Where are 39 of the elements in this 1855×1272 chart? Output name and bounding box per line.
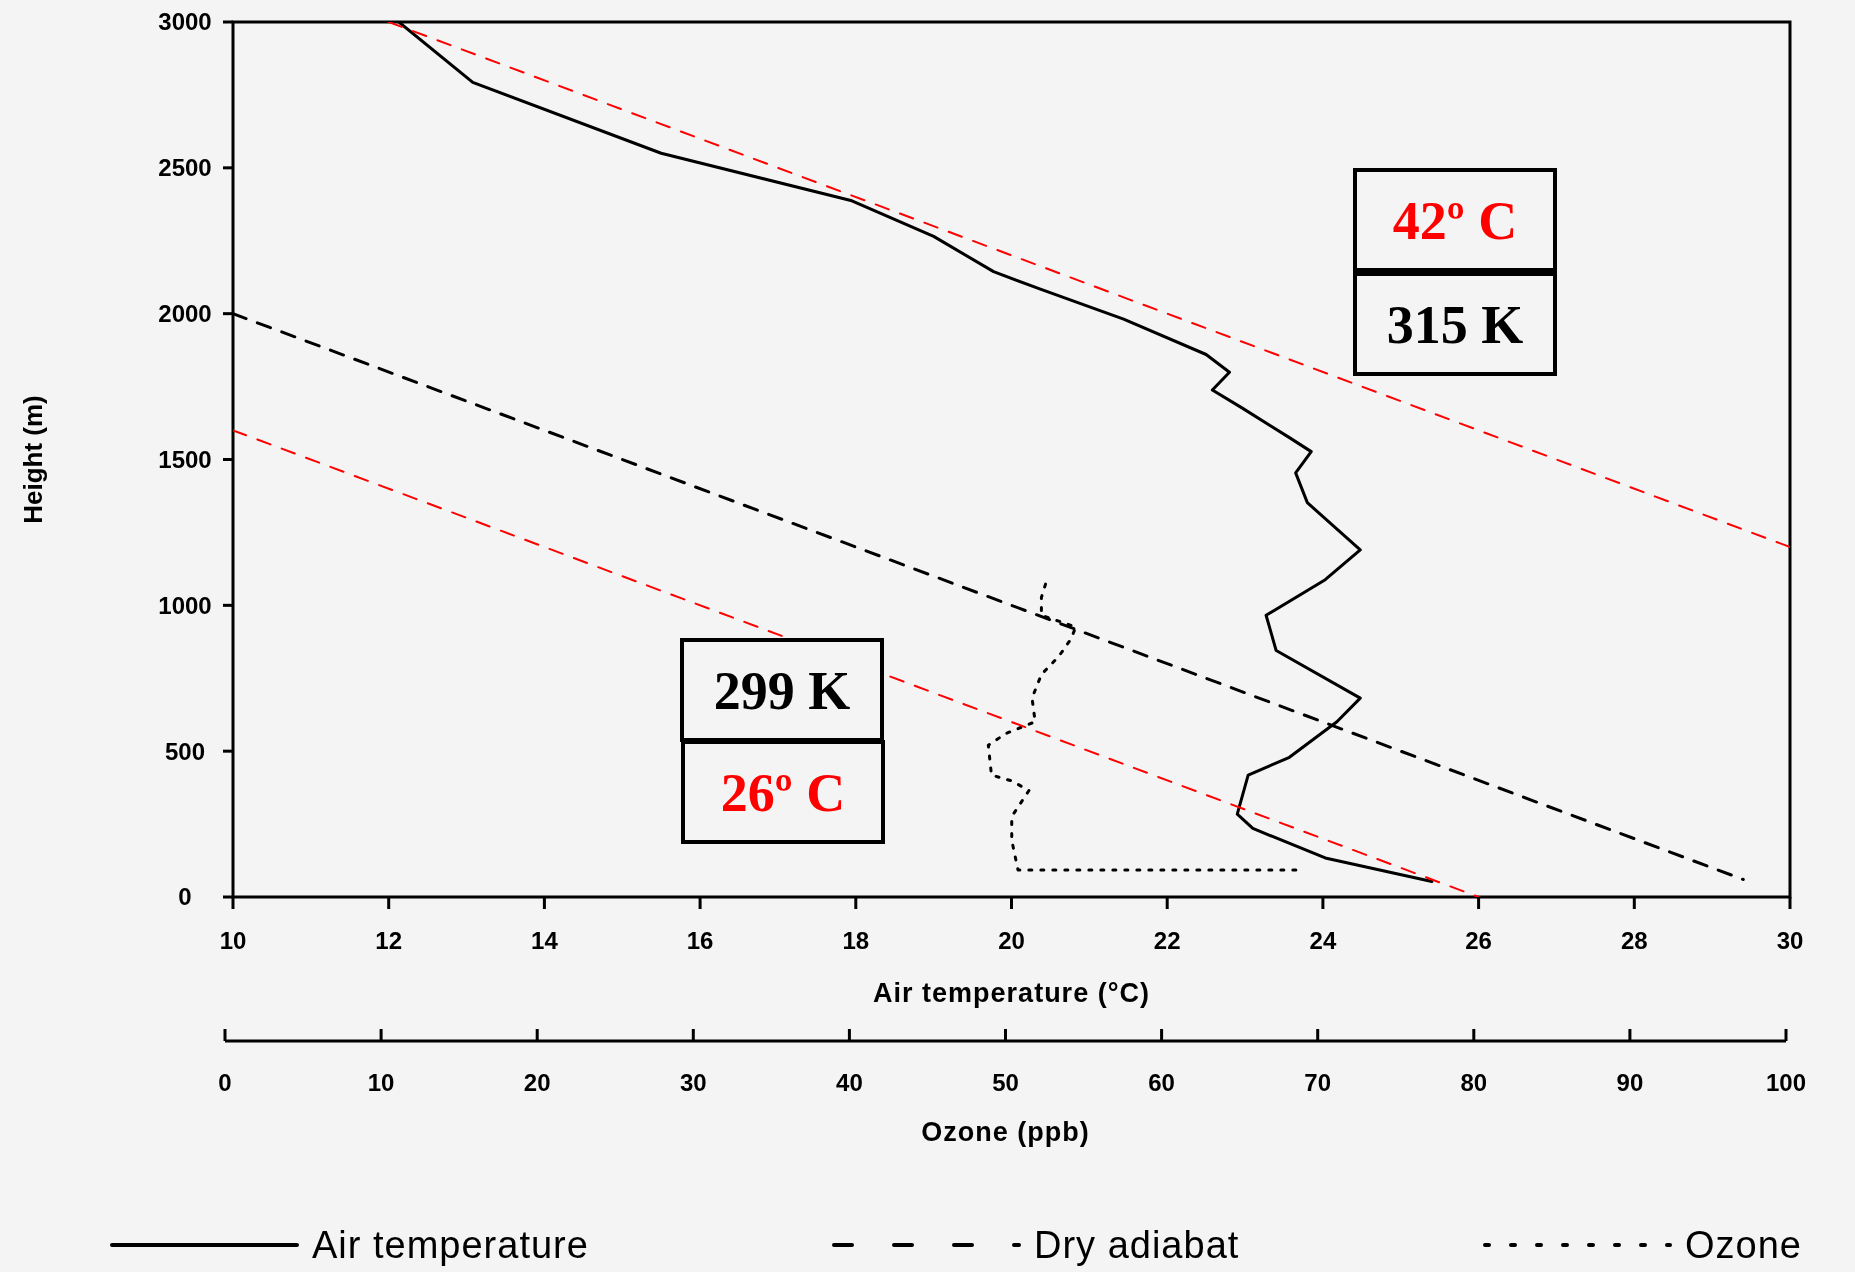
x2-tick-label: 0: [218, 1069, 232, 1096]
x-tick-label: 28: [1620, 927, 1648, 954]
x2-tick-label: 100: [1765, 1069, 1807, 1096]
x-tick-label: 14: [531, 927, 559, 954]
x2-tick-label: 70: [1304, 1069, 1332, 1096]
y-tick-label: 3000: [158, 8, 212, 36]
x-tick-label: 26: [1465, 927, 1492, 954]
x2-tick-label: 20: [523, 1069, 551, 1096]
y-tick-label: 1500: [158, 445, 212, 473]
y-tick-label: 500: [164, 737, 206, 765]
annotation: 315 K: [1386, 294, 1524, 355]
x2-axis-title: Ozone (ppb): [921, 1117, 1090, 1147]
y-tick-label: 1000: [158, 591, 212, 619]
annotation: 42º C: [1392, 190, 1518, 251]
y-tick-label: 2000: [158, 300, 212, 328]
x-tick-label: 16: [686, 927, 714, 954]
x-tick-label: 12: [375, 927, 403, 954]
x2-tick-label: 60: [1148, 1069, 1175, 1096]
x-tick-label: 10: [219, 927, 247, 954]
x-tick-label: 20: [998, 927, 1025, 954]
legend-label: Air temperature: [312, 1224, 589, 1267]
x2-tick-label: 40: [836, 1069, 863, 1096]
x2-tick-label: 90: [1616, 1069, 1644, 1096]
x-tick-label: 24: [1309, 927, 1337, 954]
legend-label: Dry adiabat: [1034, 1224, 1240, 1267]
x-tick-label: 30: [1776, 927, 1804, 954]
x-tick-label: 18: [842, 927, 870, 954]
x-tick-label: 22: [1153, 927, 1181, 954]
x2-tick-label: 80: [1460, 1069, 1488, 1096]
annotation: 26º C: [720, 762, 846, 823]
y-axis-title: Height (m): [18, 395, 48, 524]
y-tick-label: 0: [178, 883, 192, 911]
x2-tick-label: 10: [367, 1069, 395, 1096]
x2-tick-label: 50: [992, 1069, 1019, 1096]
legend-label: Ozone: [1685, 1224, 1802, 1267]
annotation: 299 K: [713, 660, 851, 721]
x-axis-title: Air temperature (°C): [873, 978, 1150, 1008]
x2-tick-label: 30: [679, 1069, 707, 1096]
y-tick-label: 2500: [158, 154, 212, 182]
